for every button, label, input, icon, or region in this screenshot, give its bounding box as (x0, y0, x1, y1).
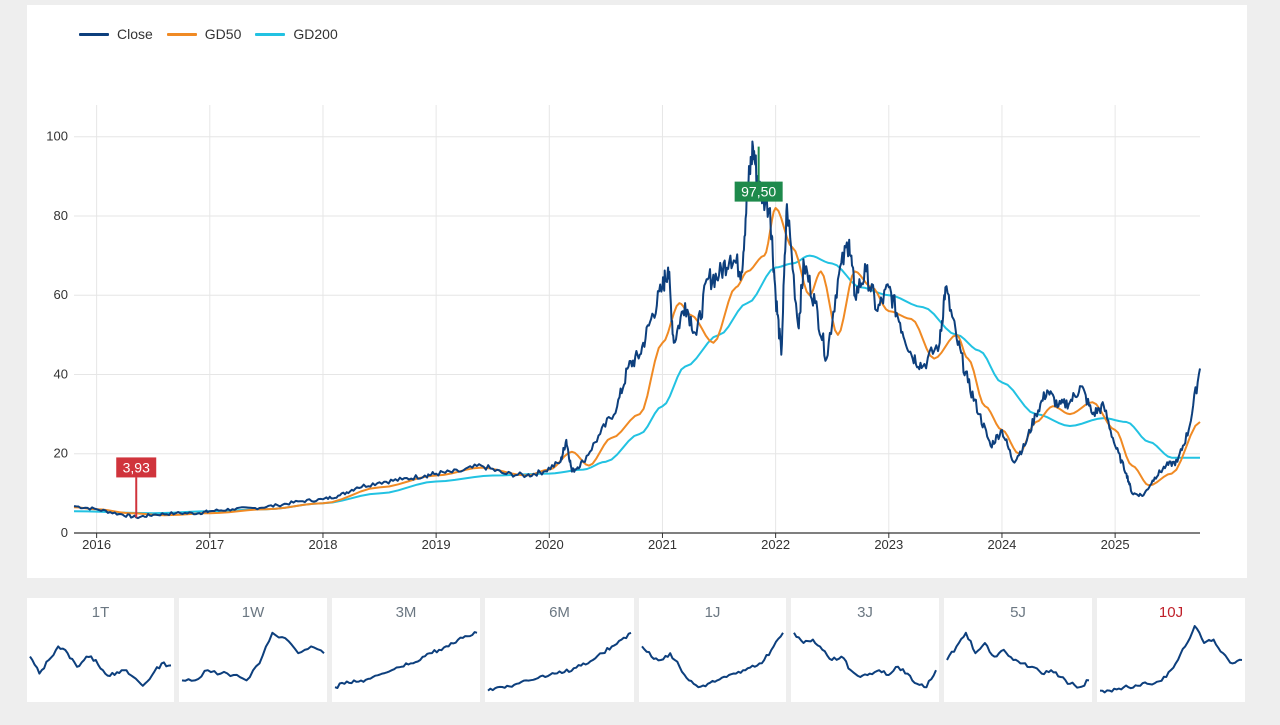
sparkline (641, 632, 784, 689)
range-tile-1j[interactable]: 1J (639, 598, 786, 702)
sparkline-path (487, 631, 632, 692)
legend-swatch (79, 32, 109, 36)
legend-swatch (255, 32, 286, 36)
x-tick-label: 2023 (874, 537, 903, 552)
main-chart-card: Close GD50 GD200 0 20 40 60 80 100 2016 2017 2018 2… (27, 5, 1247, 578)
legend-item-close[interactable]: Close (79, 26, 153, 42)
marker-label: 97,50 (741, 184, 776, 200)
sparkline (334, 631, 478, 689)
range-selector: 1T 1W 3M 6M 1J 3J 5J 10J (27, 598, 1247, 702)
x-tick-label: 2019 (422, 537, 451, 552)
sparkline-path (29, 645, 172, 687)
legend-label: GD200 (293, 26, 338, 42)
grid: 0 20 40 60 80 100 2016 2017 2018 2019 2020 2021 2022… (46, 105, 1200, 552)
series-line-close (73, 140, 1201, 520)
range-tile-1t[interactable]: 1T (27, 598, 174, 702)
sparkline (181, 631, 325, 682)
sparkline (487, 631, 632, 692)
sparkline (793, 632, 937, 689)
sparkline-path (1099, 625, 1243, 694)
legend-label: Close (117, 26, 153, 42)
sparkline (29, 645, 172, 687)
range-label: 10J (1158, 604, 1184, 621)
x-tick-label: 2017 (195, 537, 224, 552)
range-tile-3m[interactable]: 3M (332, 598, 480, 702)
x-tick-label: 2022 (761, 537, 790, 552)
marker-box (116, 457, 157, 478)
series-line-gd50 (73, 207, 1201, 517)
range-label: 1W (241, 604, 265, 621)
x-tick-label: 2024 (987, 537, 1016, 552)
sparkline (1099, 625, 1243, 694)
legend-item-gd50[interactable]: GD50 (166, 26, 242, 42)
y-tick-label: 80 (54, 208, 68, 223)
range-label: 1T (91, 604, 110, 621)
marker-box (734, 181, 783, 202)
series-line-gd200 (73, 254, 1200, 515)
sparkline-path (641, 632, 784, 689)
min-marker: 3,93 (116, 457, 157, 518)
x-tick-label: 2021 (648, 537, 677, 552)
legend-swatch (166, 32, 197, 36)
sparkline-path (946, 631, 1090, 689)
range-tile-6m[interactable]: 6M (485, 598, 634, 702)
range-label: 5J (1010, 604, 1026, 621)
price-chart[interactable]: 0 20 40 60 80 100 2016 2017 2018 2019 2020 2021 2022… (27, 5, 1247, 578)
x-tick-label: 2020 (535, 537, 564, 552)
x-tick-label: 2025 (1101, 537, 1130, 552)
marker-label: 3,93 (123, 459, 150, 475)
range-label: 1J (704, 604, 721, 621)
range-label: 3J (857, 604, 873, 621)
range-label: 6M (549, 604, 570, 621)
y-tick-label: 40 (54, 366, 68, 381)
range-tile-3j[interactable]: 3J (791, 598, 939, 702)
sparkline (946, 631, 1090, 689)
sparkline-path (334, 631, 478, 689)
sparkline-path (793, 632, 937, 689)
y-tick-label: 0 (61, 525, 68, 540)
range-tile-1w[interactable]: 1W (179, 598, 327, 702)
legend-label: GD50 (204, 26, 242, 42)
sparkline-path (181, 631, 325, 682)
chart-legend: Close GD50 GD200 (79, 26, 338, 42)
range-tile-10j[interactable]: 10J (1097, 598, 1245, 702)
legend-item-gd200[interactable]: GD200 (255, 26, 338, 42)
max-marker: 97,50 (734, 146, 783, 202)
x-tick-label: 2018 (309, 537, 338, 552)
x-tick-label: 2016 (82, 537, 111, 552)
y-tick-label: 20 (54, 446, 68, 461)
y-tick-label: 60 (54, 287, 68, 302)
y-tick-label: 100 (46, 129, 68, 144)
range-label: 3M (395, 604, 417, 621)
range-tile-5j[interactable]: 5J (944, 598, 1092, 702)
